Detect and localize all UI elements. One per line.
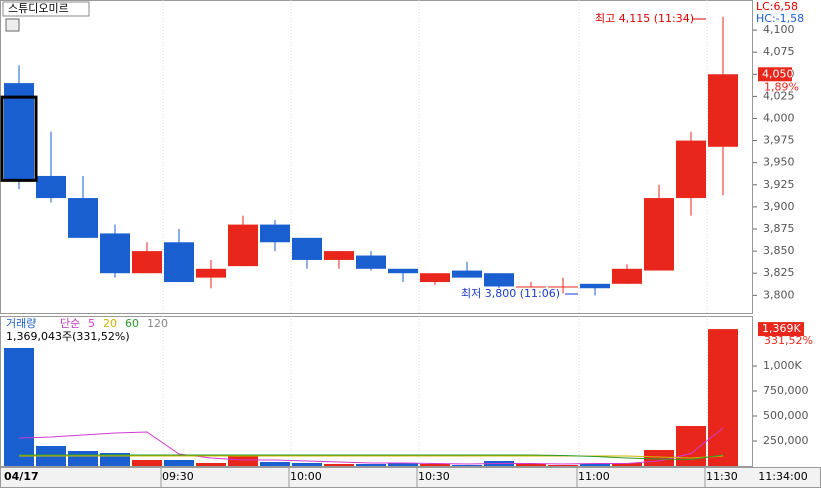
y-tick-label: 3,900 <box>763 200 795 213</box>
ma-line <box>18 427 724 465</box>
volume-tick-label: 250,000 <box>763 434 809 447</box>
volume-bar <box>580 464 610 466</box>
y-tick-label: 4,075 <box>763 45 795 58</box>
last-volume: 1,369K <box>762 322 801 335</box>
low-annotation: 최저 3,800 (11:06) <box>461 287 560 300</box>
y-tick-label: 4,025 <box>763 89 795 102</box>
candle-body <box>68 198 98 238</box>
ma-line <box>19 455 724 459</box>
y-tick-label: 4,000 <box>763 111 795 124</box>
volume-bar <box>228 456 258 466</box>
volume-bar <box>548 465 578 466</box>
lc-label: LC:6,58 <box>756 0 798 13</box>
x-tick-label: 10:00 <box>290 470 322 483</box>
candle-body <box>420 273 450 283</box>
candle-body <box>4 83 34 181</box>
candle-body <box>260 224 290 243</box>
selected-candle <box>0 95 38 182</box>
volume-ratio: 331,52% <box>764 334 813 347</box>
volume-bar <box>68 451 98 466</box>
candle-body <box>644 198 674 271</box>
x-tick-label: 04/17 <box>4 470 39 483</box>
candle-body <box>676 140 706 199</box>
volume-bar <box>708 329 738 466</box>
candle-body <box>228 224 258 267</box>
high-annotation: 최고 4,115 (11:34) <box>595 12 694 25</box>
volume-bar <box>388 463 418 466</box>
volume-bar <box>324 464 354 466</box>
volume-bar <box>196 463 226 466</box>
candle-body <box>708 74 738 147</box>
volume-bar <box>260 462 290 466</box>
candle-body <box>164 242 194 283</box>
last-price: 4,050 <box>762 67 794 80</box>
x-tick-label: 10:30 <box>418 470 450 483</box>
volume-bar <box>452 465 482 466</box>
volume-summary: 1,369,043주(331,52%) <box>6 330 130 343</box>
candle-body <box>196 268 226 278</box>
y-tick-label: 3,800 <box>763 288 795 301</box>
ma-line <box>19 454 724 461</box>
candle-body <box>580 283 610 289</box>
chart-title: 스튜디오미르 <box>8 2 69 15</box>
candle-body <box>36 175 66 199</box>
candle-body <box>100 233 130 274</box>
candle-body <box>452 270 482 278</box>
volume-bar <box>132 460 162 466</box>
x-tick-label: 11:00 <box>578 470 610 483</box>
legend-entry: 20 <box>103 317 117 330</box>
title-box[interactable] <box>2 1 90 17</box>
time-axis <box>0 467 821 488</box>
candle-body <box>324 251 354 260</box>
candle-body <box>548 286 578 288</box>
volume-tick-label: 1,000K <box>763 359 802 372</box>
y-tick-label: 3,975 <box>763 134 795 147</box>
volume-bar <box>516 464 546 466</box>
volume-bar <box>420 464 450 466</box>
last-volume-box <box>758 322 804 337</box>
candle-body <box>388 268 418 274</box>
candle-body <box>292 237 322 260</box>
candle-body <box>516 286 546 288</box>
time-label: 11:34:00 <box>758 470 807 483</box>
legend-entry: 60 <box>125 317 139 330</box>
volume-bar <box>356 464 386 466</box>
ma-label: 단순 <box>60 317 80 330</box>
volume-bar <box>644 450 674 466</box>
volume-tick-label: 500,000 <box>763 409 809 422</box>
candle-body <box>484 273 514 287</box>
volume-bar <box>164 460 194 466</box>
y-tick-label: 3,875 <box>763 222 795 235</box>
x-tick-label: 09:30 <box>162 470 194 483</box>
volume-legend: 거래량 <box>6 317 36 330</box>
x-tick-label: 11:30 <box>706 470 738 483</box>
volume-bar <box>612 463 642 466</box>
volume-bar <box>4 348 34 466</box>
volume-tick-label: 750,000 <box>763 384 809 397</box>
y-tick-label: 3,850 <box>763 244 795 257</box>
candle-body <box>612 268 642 284</box>
change-label: 1,89% <box>764 80 799 93</box>
volume-bar <box>292 463 322 466</box>
last-price-box <box>758 67 792 82</box>
hc-label: HC:-1,58 <box>756 12 804 25</box>
volume-panel <box>0 316 753 467</box>
legend-entry: 5 <box>88 317 95 330</box>
y-tick-label: 3,925 <box>763 178 795 191</box>
y-tick-label: 4,100 <box>763 23 795 36</box>
legend-entry: 120 <box>147 317 168 330</box>
y-tick-label: 3,825 <box>763 266 795 279</box>
candle-body <box>356 255 386 269</box>
table-icon[interactable] <box>5 18 20 32</box>
y-tick-label: 3,950 <box>763 156 795 169</box>
candle-body <box>132 251 162 274</box>
